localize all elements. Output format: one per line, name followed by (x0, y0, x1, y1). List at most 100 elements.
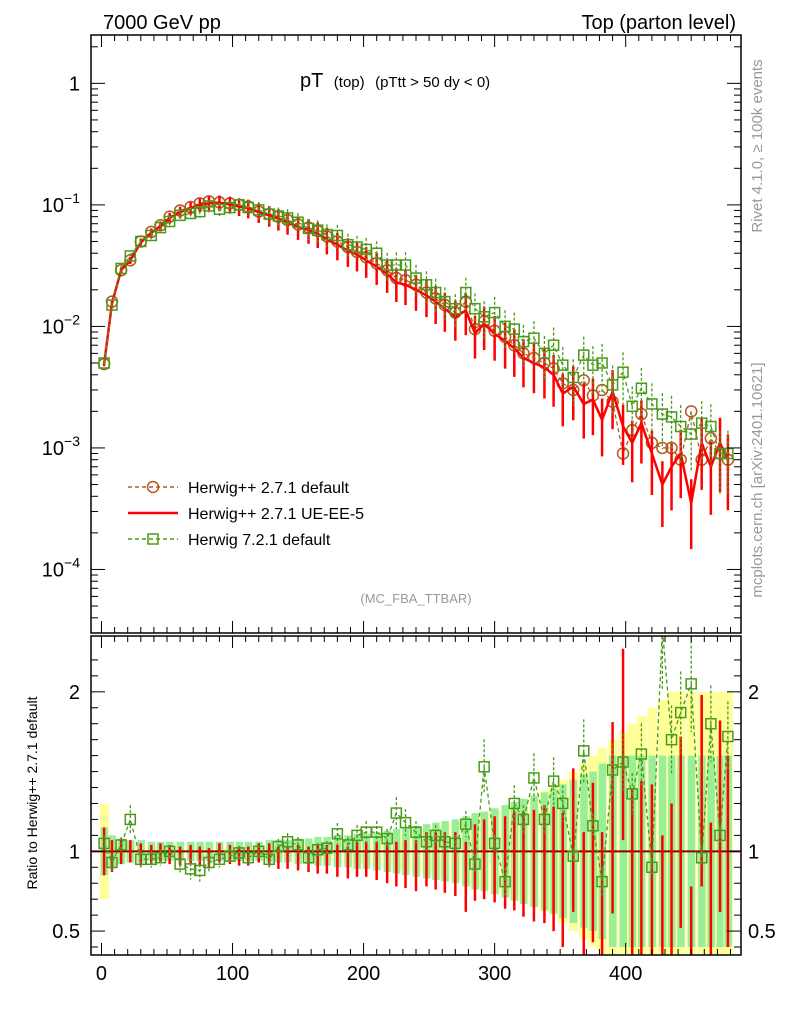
ratio-herwig7-marker (331, 828, 344, 840)
main-herwig7-marker (331, 229, 344, 242)
legend: Herwig++ 2.7.1 default Herwig++ 2.7.1 UE… (128, 480, 364, 549)
legend-entry-herwig-pp-ueee5: Herwig++ 2.7.1 UE-EE-5 (128, 506, 364, 523)
ratio-herwig7-marker (115, 839, 127, 851)
ratio-herwig7-marker (685, 678, 697, 690)
main-y-tick-base: 10 (42, 195, 64, 217)
main-herwig7-marker (617, 366, 629, 378)
ratio-herwig7-marker (399, 816, 412, 829)
main-y-tick-base: 10 (42, 316, 64, 338)
ratio-herwig7-marker (242, 851, 255, 864)
main-y-tick-exponent: −3 (64, 433, 80, 449)
main-y-tick-label: 1 (69, 73, 80, 95)
main-herwig7-marker (606, 379, 619, 391)
ratio-herwig7-marker (567, 850, 580, 862)
ratio-y-tick-label-right: 0.5 (748, 921, 776, 943)
ratio-herwig7-marker (577, 745, 590, 757)
main-herwig7-marker (508, 323, 521, 335)
main-herwig7-marker (224, 201, 236, 214)
main-herwig7-marker (106, 299, 118, 311)
main-y-tick-exponent: −2 (64, 311, 80, 327)
main-herwig-pp-default-marker (656, 441, 669, 455)
ratio-y-tick-label-right: 1 (748, 841, 759, 863)
legend-marker-herwig7-default (147, 533, 159, 545)
ratio-herwig7-marker (596, 875, 608, 888)
main-herwig7-marker (342, 238, 354, 251)
main-herwig7-marker (135, 235, 147, 248)
plot-title: pT (top) (pTtt > 50 dy < 0) (300, 70, 490, 92)
main-herwig-pp-default-marker (684, 405, 698, 418)
ratio-y-axis-label: Ratio to Herwig++ 2.7.1 default (24, 696, 40, 889)
main-herwig7-marker (399, 259, 412, 271)
ratio-herwig7-marker (665, 733, 678, 746)
ratio-herwig7-marker (224, 850, 236, 862)
main-herwig7-marker (184, 207, 197, 220)
main-herwig7-marker (714, 447, 726, 460)
legend-marker-herwig-pp-default (146, 480, 160, 494)
ratio-herwig7-marker (674, 706, 687, 719)
main-herwig7-marker (665, 411, 678, 423)
main-herwig7-marker (596, 357, 608, 369)
ratio-herwig7-marker (410, 826, 422, 838)
ratio-herwig7-marker (252, 845, 265, 858)
ratio-herwig7-marker (714, 829, 726, 842)
rivet-version-label: Rivet 4.1.0, ≥ 100k events (749, 59, 766, 232)
ratio-y-tick-label-right: 2 (748, 682, 759, 704)
main-herwig7-marker (420, 279, 433, 291)
main-herwig7-marker (722, 447, 734, 460)
plot-title-main: pT (300, 70, 323, 92)
ratio-herwig7-marker (538, 813, 551, 826)
ratio-herwig7-marker (154, 851, 167, 864)
main-herwig7-marker (370, 247, 383, 259)
main-herwig7-marker (674, 420, 687, 433)
main-herwig7-marker (390, 259, 403, 271)
main-y-tick-label: 10−2 (42, 311, 80, 338)
main-herwig7-marker (429, 286, 442, 299)
legend-label-herwig7-default: Herwig 7.2.1 default (188, 532, 331, 549)
main-herwig7-marker (145, 229, 158, 242)
main-herwig7-marker (263, 208, 275, 220)
x-tick-label: 100 (216, 963, 249, 985)
ratio-herwig7-marker (381, 832, 393, 845)
legend-entry-herwig7-default: Herwig 7.2.1 default (128, 532, 331, 549)
legend-label-herwig-pp-ueee5: Herwig++ 2.7.1 UE-EE-5 (188, 506, 364, 523)
main-herwig7-marker (410, 272, 422, 284)
x-tick-label: 400 (609, 963, 642, 985)
ratio-herwig7-marker (390, 807, 403, 819)
ratio-herwig7-marker (145, 853, 158, 866)
main-herwig7-marker (538, 347, 551, 360)
ratio-herwig7-marker (517, 813, 530, 826)
ratio-herwig7-marker (351, 829, 363, 842)
x-tick-label: 200 (347, 963, 380, 985)
main-herwig7-marker (567, 371, 580, 384)
main-herwig7-marker (98, 357, 110, 369)
ratio-herwig7-marker (184, 863, 197, 875)
main-herwig7-marker (646, 398, 658, 410)
x-tick-label: 0 (96, 963, 107, 985)
ratio-herwig7-marker (695, 851, 708, 864)
main-herwig7-marker (626, 400, 638, 413)
legend-label-herwig-pp-default: Herwig++ 2.7.1 default (188, 480, 350, 497)
main-herwig7-marker (635, 382, 648, 394)
ratio-herwig7-marker (263, 853, 275, 866)
main-herwig7-marker (547, 339, 560, 351)
ratio-herwig7-marker (528, 772, 540, 784)
header-left-label: 7000 GeV pp (103, 12, 221, 34)
main-herwig7-marker (233, 199, 245, 211)
ratio-herwig7-marker (617, 756, 629, 768)
ratio-herwig7-marker (98, 837, 110, 850)
main-y-tick-exponent: −4 (64, 554, 80, 570)
ratio-herwig7-marker (302, 851, 315, 864)
main-herwig7-marker (695, 417, 708, 429)
ratio-herwig7-marker (370, 826, 383, 838)
ratio-herwig7-marker (705, 717, 717, 730)
main-herwig7_default-line (103, 204, 728, 455)
main-herwig_pp_default-line (103, 200, 729, 462)
plot-title-sub2: (pTtt > 50 dy < 0) (375, 74, 490, 91)
main-herwig7-marker (460, 286, 472, 299)
main-herwig7-marker (115, 262, 127, 275)
ratio-herwig7-marker (488, 837, 501, 850)
main-herwig7-marker (469, 302, 481, 315)
header-right-label: Top (parton level) (581, 12, 736, 34)
main-herwig7-marker (272, 210, 285, 222)
